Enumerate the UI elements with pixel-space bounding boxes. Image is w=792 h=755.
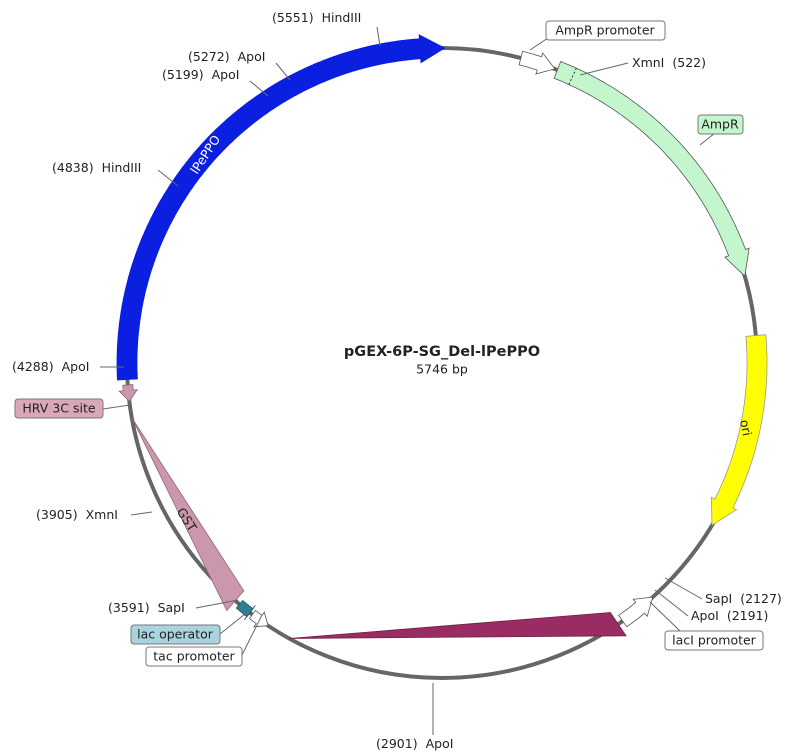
site-name: XmnI bbox=[632, 55, 664, 70]
label-box bbox=[14, 398, 104, 419]
site-name: ApoI bbox=[426, 736, 454, 751]
leader bbox=[275, 62, 291, 81]
feature-arrow bbox=[518, 50, 556, 75]
leader bbox=[219, 609, 251, 635]
site-position: (2191) bbox=[727, 608, 769, 623]
site-position: (522) bbox=[672, 55, 706, 70]
feature-arrow bbox=[118, 384, 138, 403]
feature-label: ori bbox=[737, 418, 755, 437]
label-box bbox=[130, 624, 221, 645]
site-label: (2901) ApoI bbox=[376, 736, 453, 751]
site-position: (3591) bbox=[108, 600, 150, 615]
feature-arrow bbox=[289, 612, 627, 639]
site-name: SapI bbox=[158, 600, 185, 615]
label-box bbox=[545, 20, 666, 41]
leader bbox=[664, 577, 703, 600]
feature-label: lac operator bbox=[137, 627, 214, 642]
site-name: ApoI bbox=[212, 67, 240, 82]
plasmid-name: pGEX-6P-SG_Del-lPePPO bbox=[344, 344, 540, 360]
feature-label: HRV 3C site bbox=[22, 401, 95, 416]
label-box bbox=[697, 114, 744, 135]
feature-arrow bbox=[248, 610, 269, 628]
feature-arrow bbox=[553, 60, 750, 278]
leader bbox=[529, 37, 549, 51]
site-name: XmnI bbox=[86, 507, 118, 522]
site-position: (4838) bbox=[52, 160, 94, 175]
site-label: (5272) ApoI bbox=[188, 49, 265, 64]
site-tick bbox=[568, 67, 577, 85]
leader bbox=[195, 599, 239, 609]
site-name: HindIII bbox=[102, 160, 142, 175]
site-name: SapI bbox=[705, 591, 732, 606]
feature-label: AmpR promoter bbox=[555, 23, 655, 38]
site-label: (5199) ApoI bbox=[162, 67, 239, 82]
leader bbox=[102, 404, 131, 410]
feature-label: AmpR bbox=[701, 117, 739, 132]
site-label: SapI (2127) bbox=[705, 591, 782, 606]
label-box bbox=[145, 646, 243, 667]
feature-label: lacI promoter bbox=[672, 633, 757, 648]
leader bbox=[157, 169, 179, 187]
site-label: (3591) SapI bbox=[108, 600, 185, 615]
features bbox=[116, 34, 768, 639]
feature-arrow bbox=[235, 599, 256, 620]
leader bbox=[130, 511, 153, 516]
leader bbox=[241, 614, 263, 656]
feature-label: tac promoter bbox=[153, 649, 235, 664]
site-position: (2127) bbox=[740, 591, 782, 606]
site-position: (5272) bbox=[188, 49, 230, 64]
site-position: (4288) bbox=[12, 359, 54, 374]
leader bbox=[579, 62, 629, 76]
site-name: ApoI bbox=[62, 359, 90, 374]
leader bbox=[699, 132, 716, 146]
site-name: HindIII bbox=[322, 10, 362, 25]
site-position: (5199) bbox=[162, 67, 204, 82]
site-label: XmnI (522) bbox=[632, 55, 706, 70]
leader bbox=[249, 80, 269, 97]
feature-arrow bbox=[710, 334, 768, 526]
label-box bbox=[664, 630, 764, 651]
feature-arrow bbox=[131, 417, 245, 612]
site-name: ApoI bbox=[238, 49, 266, 64]
site-label: (3905) XmnI bbox=[36, 507, 118, 522]
site-label: (5551) HindIII bbox=[272, 10, 361, 25]
site-name: ApoI bbox=[691, 608, 719, 623]
site-label: (4838) HindIII bbox=[52, 160, 141, 175]
leader bbox=[376, 26, 381, 47]
site-label: (4288) ApoI bbox=[12, 359, 89, 374]
feature-arrow bbox=[116, 34, 446, 381]
leader bbox=[654, 589, 689, 617]
site-label: ApoI (2191) bbox=[691, 608, 768, 623]
site-position: (5551) bbox=[272, 10, 314, 25]
site-position: (2901) bbox=[376, 736, 418, 751]
leaders bbox=[100, 26, 716, 735]
feature-arrow bbox=[618, 596, 654, 628]
plasmid-length: 5746 bp bbox=[416, 362, 468, 377]
site-position: (3905) bbox=[36, 507, 78, 522]
feature-label: lacI bbox=[432, 659, 454, 674]
leader bbox=[649, 601, 681, 632]
